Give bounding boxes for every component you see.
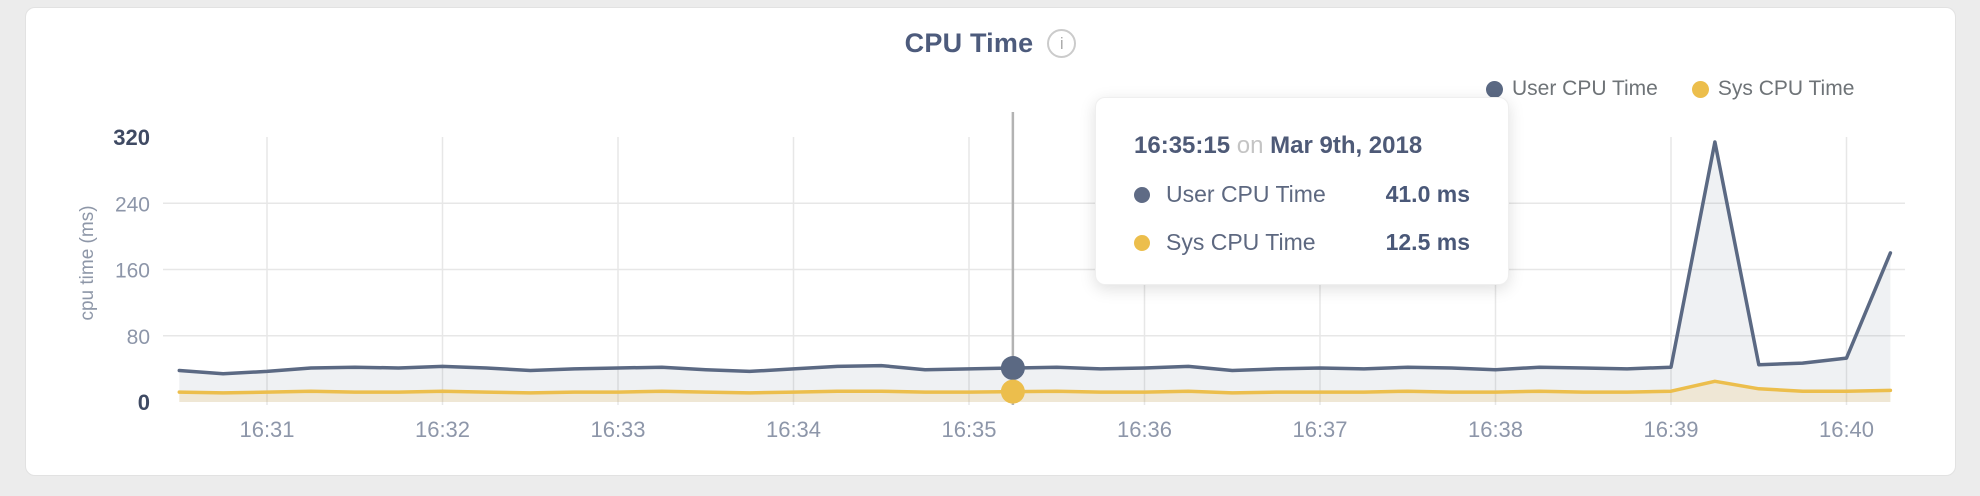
legend: User CPU Time Sys CPU Time [1486, 77, 1854, 101]
tooltip-time: 16:35:15 [1134, 132, 1231, 159]
y-tick-label: 80 [127, 326, 150, 349]
legend-item-sys[interactable]: Sys CPU Time [1691, 77, 1855, 101]
sys-line [177, 379, 1893, 395]
legend-label-sys: Sys CPU Time [1717, 77, 1855, 100]
y-tick-label: 240 [115, 193, 150, 216]
x-tick-label: 16:35 [941, 417, 996, 442]
info-icon[interactable]: i [1047, 29, 1077, 58]
tooltip-connector: on [1236, 132, 1264, 159]
x-tick-label: 16:38 [1468, 417, 1523, 442]
legend-label-user: User CPU Time [1512, 77, 1658, 100]
user-series-dot-icon [1486, 80, 1503, 98]
chart-card [25, 7, 1956, 476]
y-tick-label: 320 [113, 125, 150, 150]
x-tick-label: 16:34 [766, 417, 821, 442]
tooltip-value-user: 41.0 ms [1385, 181, 1470, 207]
x-tick-label: 16:36 [1117, 417, 1172, 442]
chart-header: CPU Time i [25, 28, 1956, 59]
hover-tooltip: 16:35:15 on Mar 9th, 2018 User CPU Time … [1095, 97, 1509, 285]
tooltip-header: 16:35:15 on Mar 9th, 2018 [1134, 132, 1470, 160]
tooltip-row-user: User CPU Time 41.0 ms [1134, 181, 1470, 208]
y-tick-label: 160 [115, 260, 150, 283]
tooltip-label-sys: Sys CPU Time [1166, 229, 1316, 255]
legend-item-user[interactable]: User CPU Time [1486, 77, 1658, 101]
tooltip-date: Mar 9th, 2018 [1270, 132, 1423, 159]
x-tick-label: 16:37 [1292, 417, 1347, 442]
y-tick-label: 0 [138, 390, 150, 415]
sys-series-dot-icon [1691, 80, 1709, 98]
x-tick-label: 16:32 [415, 417, 470, 442]
user-series-dot-icon [1134, 186, 1150, 203]
tooltip-value-sys: 12.5 ms [1385, 229, 1470, 255]
hover-marker-user [1000, 356, 1025, 381]
tooltip-label-user: User CPU Time [1166, 181, 1326, 207]
user-area [179, 142, 1891, 402]
tooltip-row-sys: Sys CPU Time 12.5 ms [1134, 229, 1470, 256]
x-tick-label: 16:40 [1819, 417, 1874, 442]
hover-marker-sys [1000, 379, 1025, 404]
x-tick-label: 16:31 [239, 417, 294, 442]
user-line [177, 140, 1893, 376]
sys-series-dot-icon [1134, 234, 1150, 251]
x-tick-label: 16:39 [1643, 417, 1698, 442]
x-tick-label: 16:33 [590, 417, 645, 442]
page-title: CPU Time [904, 28, 1034, 58]
